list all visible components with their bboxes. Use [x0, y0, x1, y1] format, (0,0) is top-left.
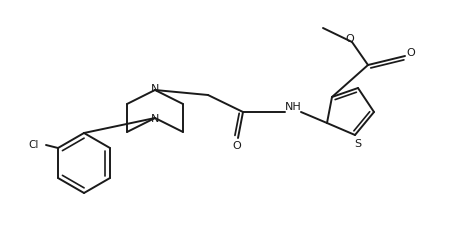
Text: Cl: Cl [28, 140, 39, 150]
Text: N: N [151, 114, 159, 124]
Text: O: O [232, 141, 241, 151]
Text: NH: NH [284, 102, 301, 112]
Text: S: S [354, 139, 361, 149]
Text: O: O [345, 34, 354, 44]
Text: N: N [151, 84, 159, 94]
Text: O: O [406, 48, 414, 58]
